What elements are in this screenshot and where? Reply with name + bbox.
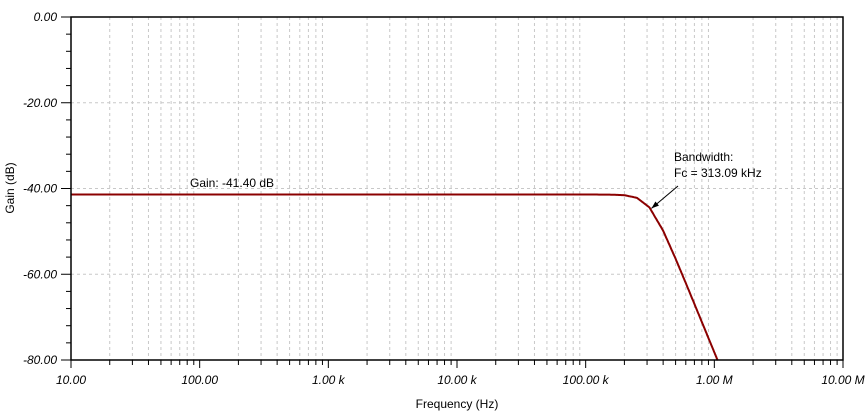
- axis-ticks: [61, 16, 844, 368]
- arrow-head-icon: [651, 201, 659, 209]
- x-tick-label: 10.00 M: [821, 373, 864, 387]
- bandwidth-annotation-line: Bandwidth:: [674, 150, 733, 164]
- gain-annotation: Gain: -41.40 dB: [190, 176, 274, 190]
- y-tick-label: -60.00: [23, 267, 57, 281]
- y-tick-label: -20.00: [23, 96, 57, 110]
- plot-frame: [70, 16, 844, 361]
- annotations: Gain: -41.40 dB Bandwidth: Fc = 313.09 kHz: [190, 150, 762, 209]
- y-axis-label: Gain (dB): [3, 162, 17, 213]
- series-layer: [71, 193, 719, 361]
- x-tick-label: 100.00 k: [563, 373, 610, 387]
- bandwidth-annotation-line: Fc = 313.09 kHz: [674, 166, 762, 180]
- x-tick-label: 1.00 M: [696, 373, 733, 387]
- x-axis-label: Frequency (Hz): [416, 397, 499, 411]
- gain-curve: [71, 193, 719, 361]
- x-tick-label: 10.00 k: [437, 373, 477, 387]
- x-tick-label: 10.00: [56, 373, 86, 387]
- y-tick-label: -80.00: [23, 353, 57, 367]
- tick-labels: 10.00 100.00 1.00 k 10.00 k 100.00 k 1.00 M 10…: [23, 10, 865, 387]
- x-tick-label: 1.00 k: [312, 373, 346, 387]
- y-tick-label: -40.00: [23, 182, 57, 196]
- grid: [71, 17, 843, 360]
- y-tick-label: 0.00: [34, 10, 58, 24]
- x-tick-label: 100.00: [181, 373, 218, 387]
